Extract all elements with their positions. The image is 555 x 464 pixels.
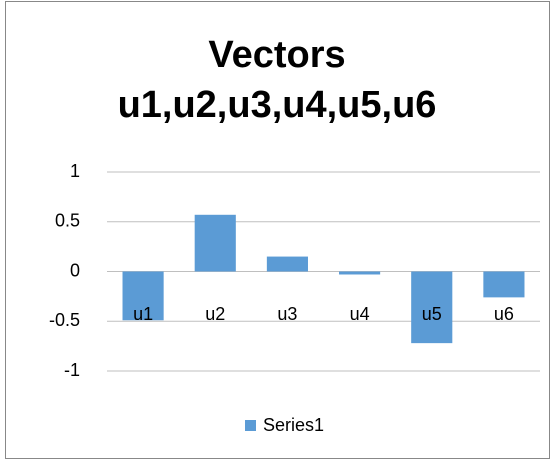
- y-tick-label: 1: [70, 161, 80, 181]
- legend-swatch: [245, 420, 256, 431]
- legend-label: Series1: [263, 415, 324, 435]
- bar: [483, 271, 525, 298]
- x-tick-label: u6: [494, 304, 514, 324]
- bar: [411, 271, 453, 344]
- y-tick-label: 0: [70, 260, 80, 280]
- bar: [194, 214, 236, 272]
- x-tick-label: u3: [277, 304, 297, 324]
- y-tick-label: -0.5: [49, 310, 80, 330]
- x-tick-label: u5: [422, 304, 442, 324]
- bar: [339, 271, 381, 275]
- x-tick-label: u4: [350, 304, 370, 324]
- y-tick-label: -1: [64, 360, 80, 380]
- chart-title: Vectors u1,u2,u3,u4,u5,u6: [117, 34, 437, 126]
- x-tick-label: u2: [205, 304, 225, 324]
- chart-border: [5, 1, 550, 459]
- y-tick-label: 0.5: [55, 211, 80, 231]
- x-tick-label: u1: [133, 304, 153, 324]
- bar: [266, 256, 308, 272]
- bar: [122, 271, 164, 321]
